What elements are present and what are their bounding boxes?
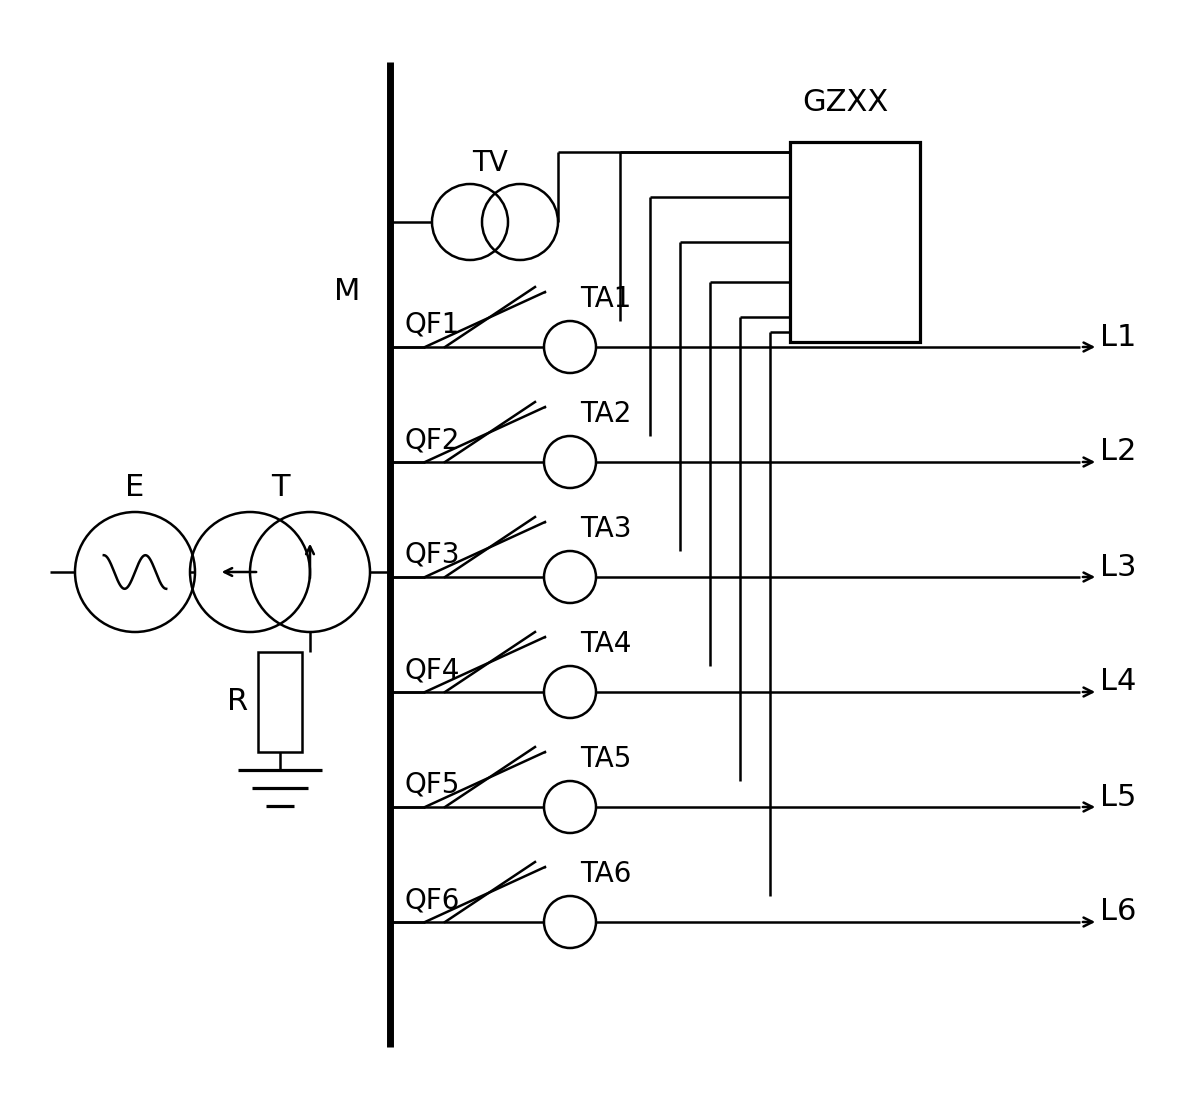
Text: QF4: QF4 <box>405 656 460 684</box>
Text: R: R <box>227 688 247 716</box>
Text: TA1: TA1 <box>580 285 632 313</box>
Text: GZXX: GZXX <box>802 88 888 117</box>
Text: TV: TV <box>472 149 508 177</box>
Text: L1: L1 <box>1100 323 1136 352</box>
Text: L3: L3 <box>1100 552 1136 582</box>
Text: E: E <box>125 473 144 503</box>
Bar <box>258 652 301 752</box>
Bar <box>790 142 920 342</box>
Text: L2: L2 <box>1100 437 1136 466</box>
Text: TA4: TA4 <box>580 630 632 658</box>
Text: QF3: QF3 <box>405 541 460 569</box>
Text: QF2: QF2 <box>405 426 460 454</box>
Text: QF5: QF5 <box>405 771 460 799</box>
Text: L6: L6 <box>1100 897 1136 927</box>
Text: QF6: QF6 <box>405 886 460 914</box>
Text: L5: L5 <box>1100 782 1136 811</box>
Text: QF1: QF1 <box>405 311 460 339</box>
Text: T: T <box>270 473 289 503</box>
Text: TA5: TA5 <box>580 745 632 773</box>
Text: TA3: TA3 <box>580 515 632 543</box>
Text: TA2: TA2 <box>580 400 632 428</box>
Text: L4: L4 <box>1100 668 1136 696</box>
Text: TA6: TA6 <box>580 860 632 888</box>
Text: M: M <box>334 278 360 306</box>
